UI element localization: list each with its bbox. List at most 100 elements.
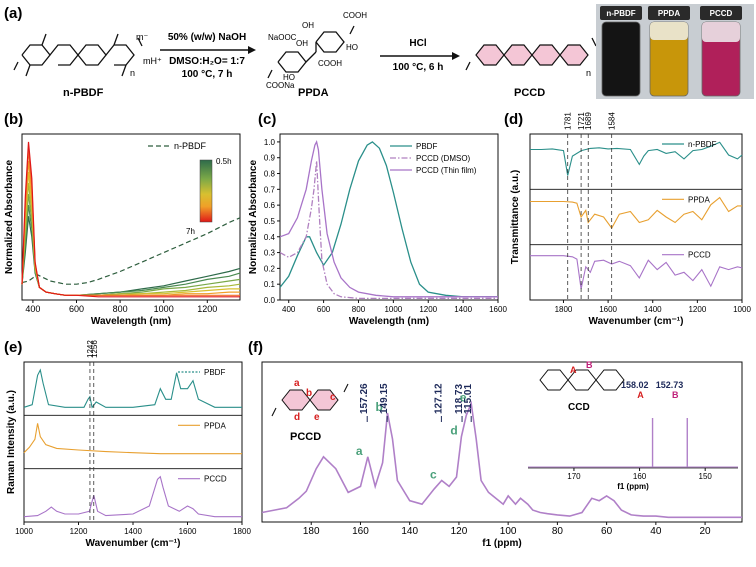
chart-b: 400 600 800 1000 1200 Wavelength (nm) Normaliz…: [4, 133, 241, 327]
chart-b-series-1: [21, 216, 241, 296]
chart-c-ytick-label-6: 0.6: [264, 201, 276, 210]
chart-f-xtick-label-4: 100: [500, 526, 517, 537]
ppda-oh-3: OH: [302, 21, 314, 30]
chart-c-ytick-label-2: 0.2: [264, 264, 276, 273]
chart-f-frame: [261, 361, 743, 523]
chart-c-legend-label-2: PCCD (Thin film): [416, 166, 477, 175]
vial-2-label: PPDA: [658, 9, 680, 18]
chart-c-ytick-label-10: 1.0: [264, 138, 276, 147]
chart-b-legend-label: n-PBDF: [174, 141, 207, 151]
chart-f-xtick-label-0: 180: [303, 526, 320, 537]
chart-c-series-0: [279, 141, 498, 298]
chart-c-ytick-label-7: 0.7: [264, 185, 276, 194]
chart-d-legend-label-1: PPDA: [688, 195, 710, 204]
chart-d-xtick-label-4: 1000: [733, 305, 751, 314]
chart-f-xtick-label-5: 80: [552, 526, 564, 537]
chart-f-peak-shift-1: 149.15: [379, 383, 390, 414]
chart-d-xtick-label-2: 1400: [644, 305, 662, 314]
chart-c-xlabel: Wavelength (nm): [349, 316, 429, 327]
ppda-oh-2: HO: [346, 43, 358, 52]
chart-c-xtick-label-5: 1400: [454, 305, 472, 314]
ccd-ring-label-b: B: [586, 360, 593, 370]
chart-d-series-1: [530, 196, 742, 230]
panel-d-label: (d): [504, 111, 523, 128]
chart-c-xtick-label-4: 1200: [419, 305, 437, 314]
chart-f-peak-shift-4: 115.01: [463, 384, 474, 414]
chart-c-ylabel: Normalized Absorbance: [248, 160, 259, 275]
chart-c-ytick-label-0: 0.0: [264, 296, 276, 305]
chart-d-frame: [529, 133, 743, 301]
chart-e-xtick-label-4: 1800: [233, 527, 251, 536]
chart-d-marker-label-3: 1584: [608, 112, 617, 130]
panel-a-label: (a): [4, 5, 22, 22]
chart-b-series-8: [21, 141, 240, 298]
reaction-arrow-2-head: [452, 52, 460, 60]
chart-f-xlabel: f1 (ppm): [482, 538, 521, 549]
chart-f-inset-xtick-label-1: 160: [633, 472, 647, 481]
vial-photo: n-PBDF PPDA PCCD: [596, 4, 754, 99]
chart-c-series-1: [279, 160, 498, 300]
chart-d-xlabel: Wavenumber (cm⁻¹): [589, 316, 684, 327]
chart-b-colorbar-top: 0.5h: [216, 157, 232, 166]
chart-c-xtick-label-6: 1600: [489, 305, 507, 314]
pccd-repeat-n: n: [586, 68, 591, 78]
chart-c-xtick-label-0: 400: [282, 305, 296, 314]
vial-n-pbdf: n-PBDF: [600, 6, 642, 97]
chart-c-xtick-label-3: 1000: [384, 305, 402, 314]
chart-e-xtick-label-1: 1200: [70, 527, 88, 536]
chart-b-xtick-label-4: 1200: [197, 304, 217, 314]
chart-b-colorbar: [199, 159, 213, 223]
chart-e-series-0: [23, 368, 242, 409]
step2-conditions: 100 °C, 6 h: [393, 62, 444, 73]
chart-c-xtick-label-1: 600: [317, 305, 331, 314]
chart-c-series-2: [279, 140, 498, 298]
n-pbdf-counterion-minus: m⁻: [136, 32, 148, 42]
chart-f-inset-peak-letter-0: A: [637, 390, 644, 400]
chart-b-xlabel: Wavelength (nm): [91, 316, 171, 327]
chart-b-frame: [21, 133, 241, 301]
chart-f-series-0: [261, 400, 742, 519]
chart-f-inset-peak-shift-1: 152.73: [656, 380, 684, 390]
chart-c-ytick-label-8: 0.8: [264, 170, 276, 179]
ppda-group-cooh-bottom: COOH: [318, 59, 342, 68]
chart-e-xtick-label-0: 1000: [15, 527, 33, 536]
chart-c-ytick-label-3: 0.3: [264, 249, 276, 258]
step1-conditions: 100 °C, 7 h: [182, 69, 233, 80]
chart-d-series-2: [530, 255, 743, 290]
chart-f-peak-shift-2: 127.12: [433, 383, 444, 414]
chart-b-xtick-label-0: 400: [25, 304, 40, 314]
chart-f-xtick-label-6: 60: [601, 526, 613, 537]
chart-d-xtick-label-3: 1200: [688, 305, 706, 314]
chart-f-peak-letter-4: e: [460, 390, 467, 404]
chart-c-xtick-label-2: 800: [352, 305, 366, 314]
chart-f-peak-letter-3: d: [450, 424, 457, 438]
ring-label-b: b: [306, 388, 312, 399]
chart-c-legend-label-0: PBDF: [416, 142, 437, 151]
pccd-ring-structure: [271, 383, 349, 417]
pccd-structure: [465, 37, 597, 71]
chart-b-colorbar-bottom: 7h: [186, 227, 195, 236]
chart-e-legend-label-2: PCCD: [204, 475, 227, 484]
chart-f-inset: 158.02A 152.73B 170 160 150 f1 (ppm): [528, 380, 738, 491]
n-pbdf-structure: [13, 33, 143, 77]
chart-c-ytick-label-5: 0.5: [264, 217, 276, 226]
n-pbdf-counterion-plus: mH⁺: [143, 56, 162, 66]
chart-c-frame: [279, 133, 499, 301]
chart-b-xtick-label-2: 800: [113, 304, 128, 314]
chart-d-xtick-label-0: 1800: [555, 305, 573, 314]
chart-b-xtick-label-1: 600: [69, 304, 84, 314]
chart-b-series-0: [21, 217, 241, 285]
n-pbdf-repeat-n: n: [130, 68, 135, 78]
chart-d-series-0: [530, 141, 743, 176]
chart-e-marker-label-1: 1256: [90, 340, 99, 358]
chart-f-peak-shift-3: 118.73: [454, 384, 465, 414]
chart-e-marker-label-0: 1242: [86, 340, 95, 358]
n-pbdf-label: n-PBDF: [63, 87, 104, 99]
pccd-molecule-label: PCCD: [290, 431, 321, 443]
ccd-molecule-label: CCD: [568, 402, 590, 413]
ring-label-d: d: [294, 412, 300, 423]
vial-1-label: n-PBDF: [606, 9, 635, 18]
chart-d-ylabel: Transmittance (a.u.): [510, 170, 521, 264]
